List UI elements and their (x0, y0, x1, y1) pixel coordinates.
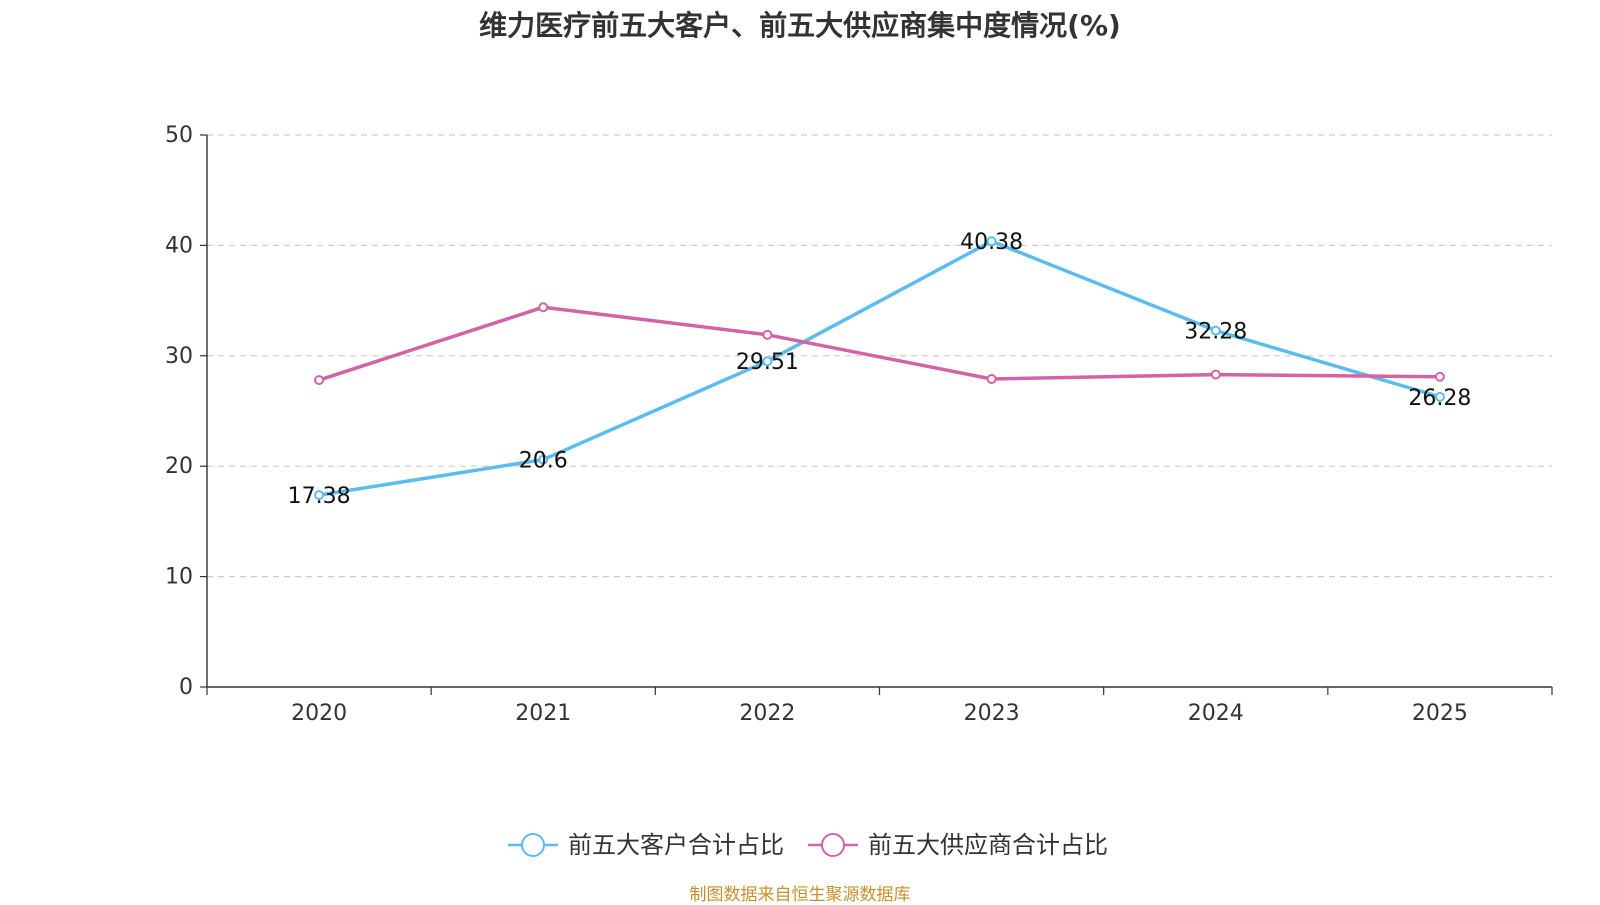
x-tick-label: 2024 (1188, 701, 1244, 726)
data-point (538, 302, 549, 313)
data-point (762, 329, 773, 340)
y-tick-label: 0 (179, 675, 193, 700)
data-label: 40.38 (960, 230, 1023, 255)
data-label: 17.38 (288, 484, 351, 509)
data-point (1434, 371, 1445, 382)
data-point (986, 236, 997, 247)
x-tick-label: 2022 (739, 701, 795, 726)
chart-title: 维力医疗前五大客户、前五大供应商集中度情况(%) (479, 9, 1121, 42)
data-point (1434, 391, 1445, 402)
x-tick-label: 2020 (291, 701, 347, 726)
y-tick-label: 20 (165, 454, 193, 479)
y-tick-label: 40 (165, 233, 193, 258)
y-tick-label: 50 (165, 123, 193, 148)
x-tick-label: 2023 (964, 701, 1020, 726)
y-tick-label: 30 (165, 344, 193, 369)
data-label: 29.51 (736, 350, 799, 375)
data-label: 26.28 (1408, 386, 1471, 411)
legend-marker (521, 833, 545, 857)
data-point (762, 356, 773, 367)
series-line (318, 239, 1441, 497)
legend-label: 前五大客户合计占比 (568, 831, 784, 859)
legend-marker (821, 833, 845, 857)
x-tick-label: 2021 (515, 701, 571, 726)
data-point (986, 373, 997, 384)
data-label: 32.28 (1184, 320, 1247, 345)
data-point (1210, 325, 1221, 336)
data-point (314, 490, 325, 501)
data-point (314, 375, 325, 386)
legend-label: 前五大供应商合计占比 (868, 831, 1108, 859)
source-note: 制图数据来自恒生聚源数据库 (689, 885, 911, 905)
series-line (318, 305, 1440, 382)
data-point (538, 454, 549, 465)
x-tick-label: 2025 (1412, 701, 1468, 726)
y-tick-label: 10 (165, 565, 193, 590)
data-label: 20.6 (519, 449, 568, 474)
data-point (1210, 369, 1221, 380)
